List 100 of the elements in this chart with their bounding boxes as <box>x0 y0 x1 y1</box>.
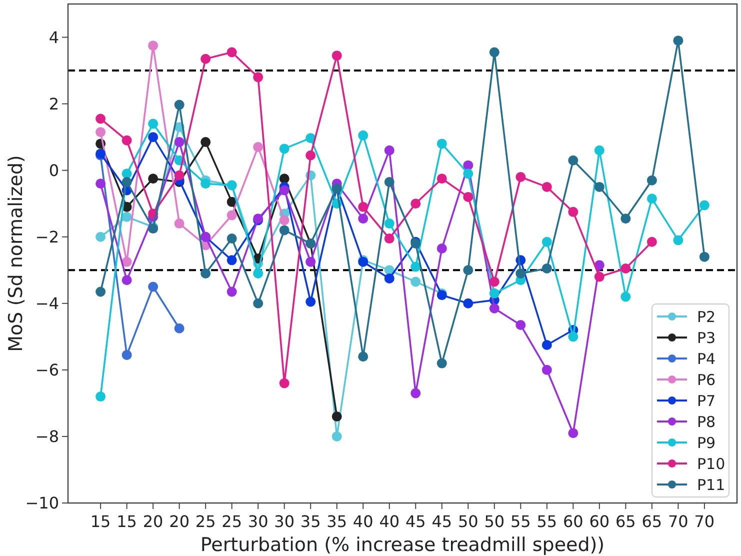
x-tick-label: 30 <box>248 512 268 531</box>
point <box>620 292 631 302</box>
point <box>122 135 132 146</box>
point <box>226 47 237 58</box>
x-tick-label: 70 <box>694 512 715 531</box>
x-tick-label: 25 <box>222 512 242 531</box>
point <box>542 182 552 192</box>
point <box>200 268 211 278</box>
legend-label: P8 <box>697 412 716 431</box>
point <box>568 206 578 217</box>
point <box>646 175 657 186</box>
point <box>200 54 211 64</box>
x-tick-label: 15 <box>90 512 111 531</box>
point <box>306 150 316 160</box>
point <box>174 323 184 334</box>
x-tick-label: 30 <box>274 512 295 531</box>
point <box>122 350 132 360</box>
point <box>122 212 132 222</box>
point <box>226 210 237 220</box>
point <box>516 268 526 278</box>
point <box>279 215 290 226</box>
x-tick-label: 35 <box>300 512 321 531</box>
x-tick-label: 65 <box>615 512 636 531</box>
point <box>384 176 394 187</box>
point <box>463 265 474 276</box>
point <box>279 144 290 154</box>
point <box>253 298 264 308</box>
x-tick-label: 25 <box>195 512 216 531</box>
x-tick-label: 50 <box>484 512 505 531</box>
y-tick-label: −8 <box>35 427 59 446</box>
point <box>122 275 132 286</box>
point <box>174 170 184 180</box>
point <box>410 388 421 398</box>
point <box>542 263 552 274</box>
x-tick-label: 55 <box>536 512 558 531</box>
x-tick-label: 60 <box>562 512 584 531</box>
point <box>96 127 106 138</box>
y-tick-label: 0 <box>48 160 59 180</box>
point <box>96 178 106 189</box>
legend-label: P6 <box>697 370 716 389</box>
x-tick-label: 55 <box>510 512 531 531</box>
point <box>122 176 132 187</box>
point <box>358 202 368 212</box>
legend-label: P2 <box>697 308 716 326</box>
point <box>96 286 106 297</box>
legend-label: P4 <box>697 350 716 368</box>
legend-label: P7 <box>697 392 716 410</box>
point <box>463 298 474 308</box>
y-tick-label: 2 <box>48 94 59 114</box>
point <box>620 263 631 274</box>
point <box>148 40 158 51</box>
x-tick-label: 15 <box>116 512 137 531</box>
point <box>96 392 106 402</box>
point <box>384 234 394 244</box>
y-axis-title: MoS (Sd normalized) <box>5 155 27 352</box>
point <box>410 262 421 272</box>
point <box>226 234 237 244</box>
legend-label: P11 <box>697 476 726 494</box>
point <box>122 168 132 179</box>
point <box>174 100 184 110</box>
y-tick-label: −6 <box>35 360 59 380</box>
point <box>122 256 132 267</box>
point <box>148 132 158 142</box>
point <box>489 288 500 298</box>
x-tick-label: 70 <box>668 512 688 531</box>
point <box>646 194 657 204</box>
point <box>568 332 578 342</box>
y-tick-label: 4 <box>48 28 59 47</box>
point <box>489 47 500 58</box>
point <box>673 36 684 46</box>
point <box>568 428 578 438</box>
point <box>358 214 368 224</box>
point <box>410 276 421 287</box>
point <box>148 174 158 184</box>
point <box>332 50 342 61</box>
point <box>148 282 158 292</box>
x-tick-label: 40 <box>379 512 400 531</box>
x-tick-label: 35 <box>326 512 348 531</box>
point <box>436 244 447 254</box>
point <box>332 412 342 422</box>
point <box>226 255 237 266</box>
point <box>279 378 290 388</box>
x-tick-label: 20 <box>142 512 164 531</box>
point <box>699 252 710 262</box>
point <box>253 72 264 82</box>
point <box>542 364 552 375</box>
point <box>542 236 552 247</box>
point <box>358 352 368 362</box>
point <box>489 276 500 287</box>
point <box>516 320 526 330</box>
point <box>620 214 631 224</box>
point <box>96 114 106 124</box>
point <box>463 192 474 202</box>
point <box>279 185 290 196</box>
x-tick-label: 60 <box>589 512 610 531</box>
x-axis-title: Perturbation (% increase treadmill speed)) <box>200 534 605 556</box>
point <box>516 172 526 182</box>
point <box>306 296 316 307</box>
point <box>384 145 394 156</box>
point <box>174 137 184 148</box>
